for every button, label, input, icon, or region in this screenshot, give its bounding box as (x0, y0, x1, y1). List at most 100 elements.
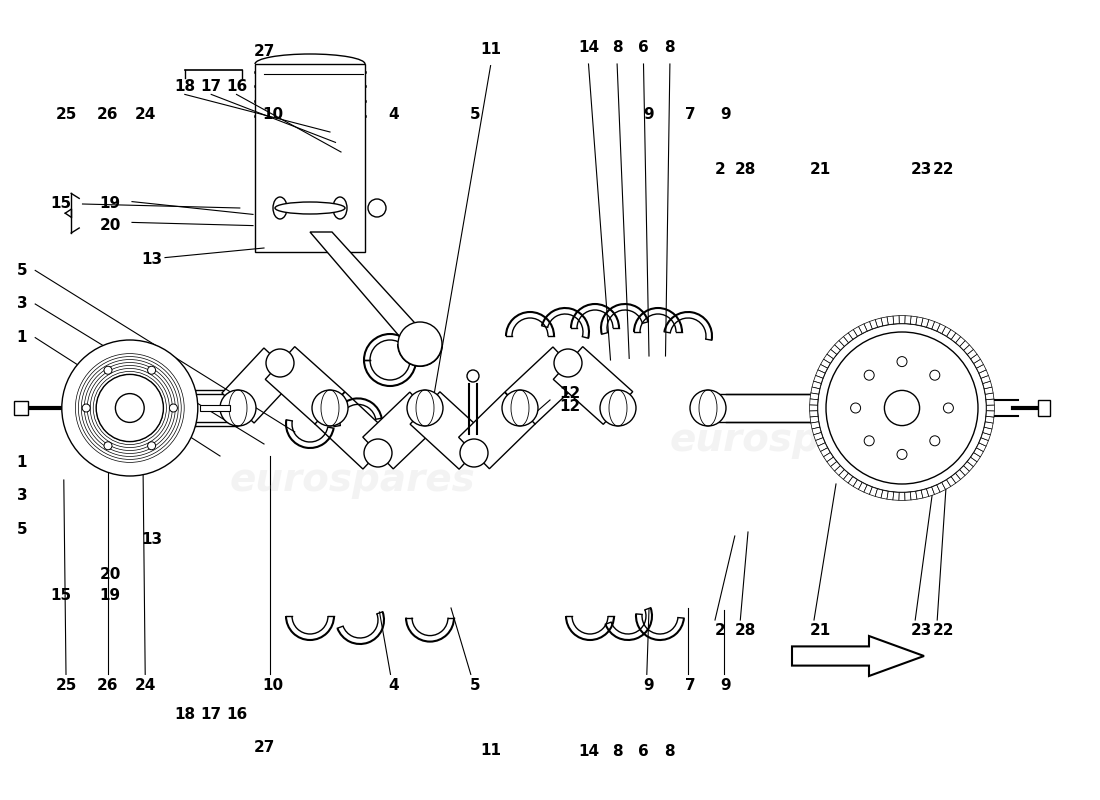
Polygon shape (899, 493, 905, 500)
Polygon shape (811, 387, 819, 394)
Polygon shape (858, 482, 867, 492)
Polygon shape (854, 326, 862, 336)
Polygon shape (937, 324, 946, 334)
Polygon shape (864, 485, 872, 494)
Circle shape (554, 349, 582, 377)
Text: 22: 22 (933, 623, 955, 638)
Text: 12: 12 (559, 386, 581, 401)
Circle shape (147, 442, 155, 450)
Polygon shape (315, 392, 393, 469)
Polygon shape (848, 477, 857, 486)
Text: 2: 2 (715, 623, 726, 638)
Polygon shape (977, 365, 987, 373)
Text: 17: 17 (200, 79, 222, 94)
Text: 16: 16 (226, 707, 248, 722)
Circle shape (826, 332, 978, 484)
Polygon shape (932, 322, 940, 331)
Polygon shape (926, 487, 935, 497)
Polygon shape (553, 346, 632, 424)
Polygon shape (986, 399, 994, 406)
Polygon shape (844, 474, 852, 483)
Text: 8: 8 (664, 745, 675, 759)
Circle shape (884, 390, 920, 426)
Circle shape (690, 390, 726, 426)
Polygon shape (970, 354, 980, 363)
Circle shape (944, 403, 954, 413)
Polygon shape (815, 370, 825, 378)
Circle shape (104, 442, 112, 450)
Circle shape (600, 390, 636, 426)
Polygon shape (824, 354, 834, 363)
Text: 8: 8 (664, 41, 675, 55)
Text: 26: 26 (97, 678, 119, 693)
Circle shape (896, 357, 907, 366)
Polygon shape (817, 365, 827, 373)
Polygon shape (979, 438, 989, 446)
Polygon shape (222, 348, 296, 423)
Polygon shape (505, 347, 583, 424)
Polygon shape (812, 427, 822, 435)
Polygon shape (952, 333, 960, 342)
Circle shape (266, 349, 294, 377)
Polygon shape (932, 485, 940, 494)
Polygon shape (926, 319, 935, 329)
Text: 5: 5 (16, 522, 28, 537)
Text: 13: 13 (141, 533, 163, 547)
Circle shape (169, 404, 177, 412)
Polygon shape (830, 345, 840, 354)
Polygon shape (821, 448, 830, 457)
Bar (14, 401, 28, 415)
Polygon shape (979, 370, 989, 378)
Text: 12: 12 (559, 399, 581, 414)
Circle shape (468, 370, 478, 382)
Text: 23: 23 (911, 162, 933, 177)
Polygon shape (869, 487, 878, 497)
Polygon shape (986, 410, 994, 417)
Text: 15: 15 (50, 197, 72, 211)
Polygon shape (977, 443, 987, 451)
Polygon shape (959, 341, 969, 350)
Polygon shape (811, 422, 819, 429)
Polygon shape (815, 438, 825, 446)
Polygon shape (984, 387, 993, 394)
Circle shape (62, 340, 198, 476)
Ellipse shape (333, 197, 346, 219)
Circle shape (817, 323, 987, 493)
Polygon shape (916, 490, 923, 499)
Polygon shape (265, 346, 344, 424)
Polygon shape (310, 232, 435, 344)
Circle shape (368, 199, 386, 217)
Circle shape (502, 390, 538, 426)
Polygon shape (844, 333, 852, 342)
Text: 9: 9 (644, 678, 654, 693)
Polygon shape (817, 443, 827, 451)
Circle shape (96, 374, 164, 442)
Circle shape (850, 403, 860, 413)
Polygon shape (942, 326, 950, 336)
Text: 7: 7 (685, 107, 696, 122)
Polygon shape (974, 448, 983, 457)
Bar (200, 405, 230, 411)
Text: 19: 19 (99, 197, 121, 211)
Polygon shape (893, 492, 899, 500)
Polygon shape (986, 393, 994, 400)
Polygon shape (947, 477, 956, 486)
Text: 4: 4 (388, 678, 399, 693)
Text: 1: 1 (16, 455, 28, 470)
Polygon shape (887, 491, 893, 500)
Bar (255, 64, 365, 252)
Polygon shape (821, 359, 830, 368)
Polygon shape (899, 316, 905, 323)
Polygon shape (869, 319, 878, 329)
Polygon shape (812, 381, 822, 389)
Polygon shape (814, 375, 823, 383)
Circle shape (82, 404, 90, 412)
Circle shape (896, 450, 907, 459)
Text: 4: 4 (388, 107, 399, 122)
Polygon shape (974, 359, 983, 368)
Polygon shape (911, 491, 917, 500)
Polygon shape (942, 480, 950, 490)
Circle shape (407, 390, 443, 426)
Text: 3: 3 (16, 489, 28, 503)
Polygon shape (827, 350, 837, 358)
